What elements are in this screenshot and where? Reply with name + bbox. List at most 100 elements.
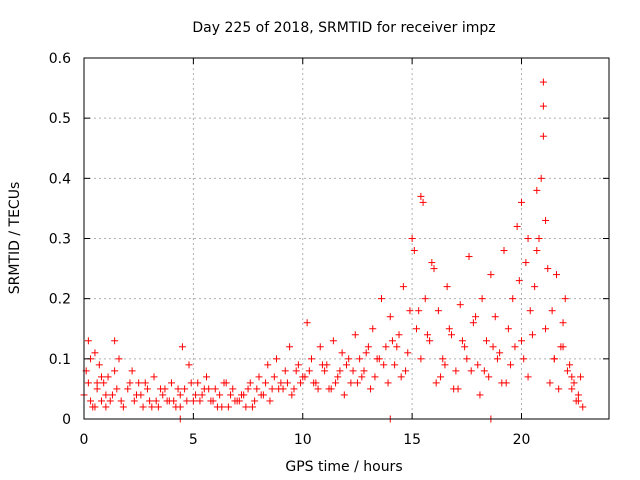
data-point	[143, 385, 151, 393]
data-point	[568, 373, 576, 381]
data-point	[329, 337, 337, 345]
data-point	[170, 397, 178, 405]
data-point	[308, 355, 315, 363]
data-point	[255, 373, 263, 381]
x-axis-label: GPS time / hours	[285, 459, 402, 475]
data-point	[100, 379, 108, 387]
data-point	[579, 403, 587, 411]
data-point	[277, 379, 285, 387]
data-point	[128, 367, 136, 375]
data-point	[321, 367, 329, 375]
data-point	[397, 373, 405, 381]
data-point	[559, 319, 567, 327]
data-point	[93, 385, 101, 393]
data-point	[524, 373, 532, 381]
data-point	[467, 367, 475, 375]
y-axis-label: SRMTID / TECUs	[7, 182, 23, 295]
x-tick-label: 20	[513, 432, 531, 448]
data-point	[244, 385, 252, 393]
data-point	[270, 373, 278, 381]
data-point	[168, 379, 175, 387]
data-point	[268, 385, 276, 393]
data-point	[465, 253, 473, 261]
data-point	[253, 385, 261, 393]
x-tick-label: 5	[189, 432, 198, 448]
data-point	[382, 343, 390, 351]
data-point	[539, 132, 547, 140]
data-point	[209, 397, 217, 405]
data-point	[316, 343, 324, 351]
data-point	[98, 373, 105, 381]
data-point	[410, 247, 418, 255]
y-tick-label: 0.6	[49, 51, 71, 67]
data-point	[483, 337, 490, 345]
data-point	[248, 403, 256, 411]
data-point	[98, 397, 105, 405]
data-point	[544, 265, 552, 273]
data-point	[150, 373, 158, 381]
data-point	[522, 259, 530, 267]
data-point	[196, 397, 204, 405]
data-point	[380, 361, 388, 369]
data-point	[498, 379, 506, 387]
data-point	[375, 355, 383, 363]
data-point	[192, 391, 200, 399]
data-point	[203, 373, 210, 381]
data-point	[393, 343, 401, 351]
data-point	[386, 313, 394, 321]
data-point	[491, 313, 499, 321]
data-point	[216, 391, 224, 399]
data-point	[539, 78, 547, 86]
data-point	[135, 379, 143, 387]
data-point	[174, 385, 182, 393]
data-point	[426, 337, 434, 345]
data-point	[161, 385, 169, 393]
data-point	[559, 343, 567, 351]
data-point	[242, 403, 250, 411]
data-point	[555, 385, 563, 393]
data-point	[139, 403, 147, 411]
data-point	[181, 385, 189, 393]
data-point	[430, 265, 438, 273]
data-point	[452, 367, 460, 375]
data-point	[472, 313, 480, 321]
data-point	[84, 337, 92, 345]
y-tick-label: 0.1	[49, 352, 71, 368]
data-point	[229, 385, 237, 393]
data-point	[310, 379, 318, 387]
data-point	[318, 361, 326, 369]
data-point	[524, 235, 532, 242]
data-point	[395, 331, 403, 339]
data-point	[415, 307, 423, 315]
data-point	[340, 391, 348, 399]
data-point	[419, 198, 427, 206]
data-point	[391, 361, 399, 369]
data-point	[493, 355, 501, 363]
data-point	[443, 283, 451, 291]
data-point	[518, 337, 525, 345]
data-point	[231, 397, 239, 405]
data-point	[353, 379, 361, 387]
data-point	[469, 319, 477, 327]
data-point	[286, 343, 294, 351]
x-tick-label: 10	[294, 432, 312, 448]
data-point	[87, 397, 95, 405]
data-point	[518, 198, 525, 206]
data-point	[563, 367, 571, 375]
data-point	[124, 385, 132, 393]
data-point	[356, 355, 364, 363]
data-point	[520, 355, 528, 363]
data-point	[194, 379, 202, 387]
data-point	[264, 361, 272, 369]
data-point	[362, 349, 370, 357]
data-point	[273, 355, 280, 363]
data-point	[550, 355, 558, 363]
data-point	[417, 355, 425, 363]
data-point	[227, 391, 235, 399]
data-point	[531, 283, 539, 291]
data-point	[367, 385, 375, 393]
data-point	[351, 331, 359, 339]
data-point	[513, 222, 521, 230]
y-tick-label: 0.2	[49, 292, 71, 308]
